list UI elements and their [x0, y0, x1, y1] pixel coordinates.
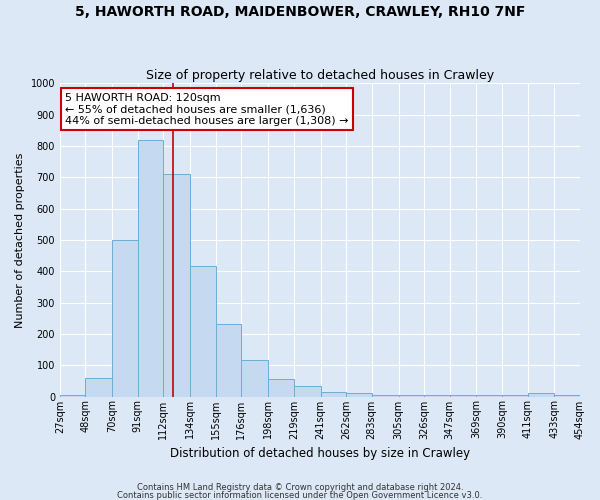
Text: 5, HAWORTH ROAD, MAIDENBOWER, CRAWLEY, RH10 7NF: 5, HAWORTH ROAD, MAIDENBOWER, CRAWLEY, R…: [75, 5, 525, 19]
Y-axis label: Number of detached properties: Number of detached properties: [15, 152, 25, 328]
Bar: [85, 378, 112, 396]
Bar: [112, 240, 138, 396]
Text: Contains HM Land Registry data © Crown copyright and database right 2024.: Contains HM Land Registry data © Crown c…: [137, 483, 463, 492]
Bar: [372, 395, 398, 396]
Text: 5 HAWORTH ROAD: 120sqm
← 55% of detached houses are smaller (1,636)
44% of semi-: 5 HAWORTH ROAD: 120sqm ← 55% of detached…: [65, 92, 349, 126]
Bar: [476, 395, 502, 396]
Bar: [294, 386, 320, 396]
Text: Contains public sector information licensed under the Open Government Licence v3: Contains public sector information licen…: [118, 490, 482, 500]
Bar: [527, 394, 554, 396]
Bar: [138, 140, 163, 396]
Bar: [163, 174, 190, 396]
Bar: [449, 395, 476, 396]
Bar: [502, 395, 527, 396]
Title: Size of property relative to detached houses in Crawley: Size of property relative to detached ho…: [146, 69, 494, 82]
Bar: [320, 392, 346, 396]
Bar: [398, 395, 424, 396]
Bar: [190, 266, 216, 396]
Bar: [216, 324, 241, 396]
Bar: [268, 380, 294, 396]
X-axis label: Distribution of detached houses by size in Crawley: Distribution of detached houses by size …: [170, 447, 470, 460]
Bar: [241, 360, 268, 397]
Bar: [346, 394, 372, 396]
Bar: [554, 395, 580, 396]
Bar: [424, 395, 449, 396]
Bar: [60, 395, 85, 396]
